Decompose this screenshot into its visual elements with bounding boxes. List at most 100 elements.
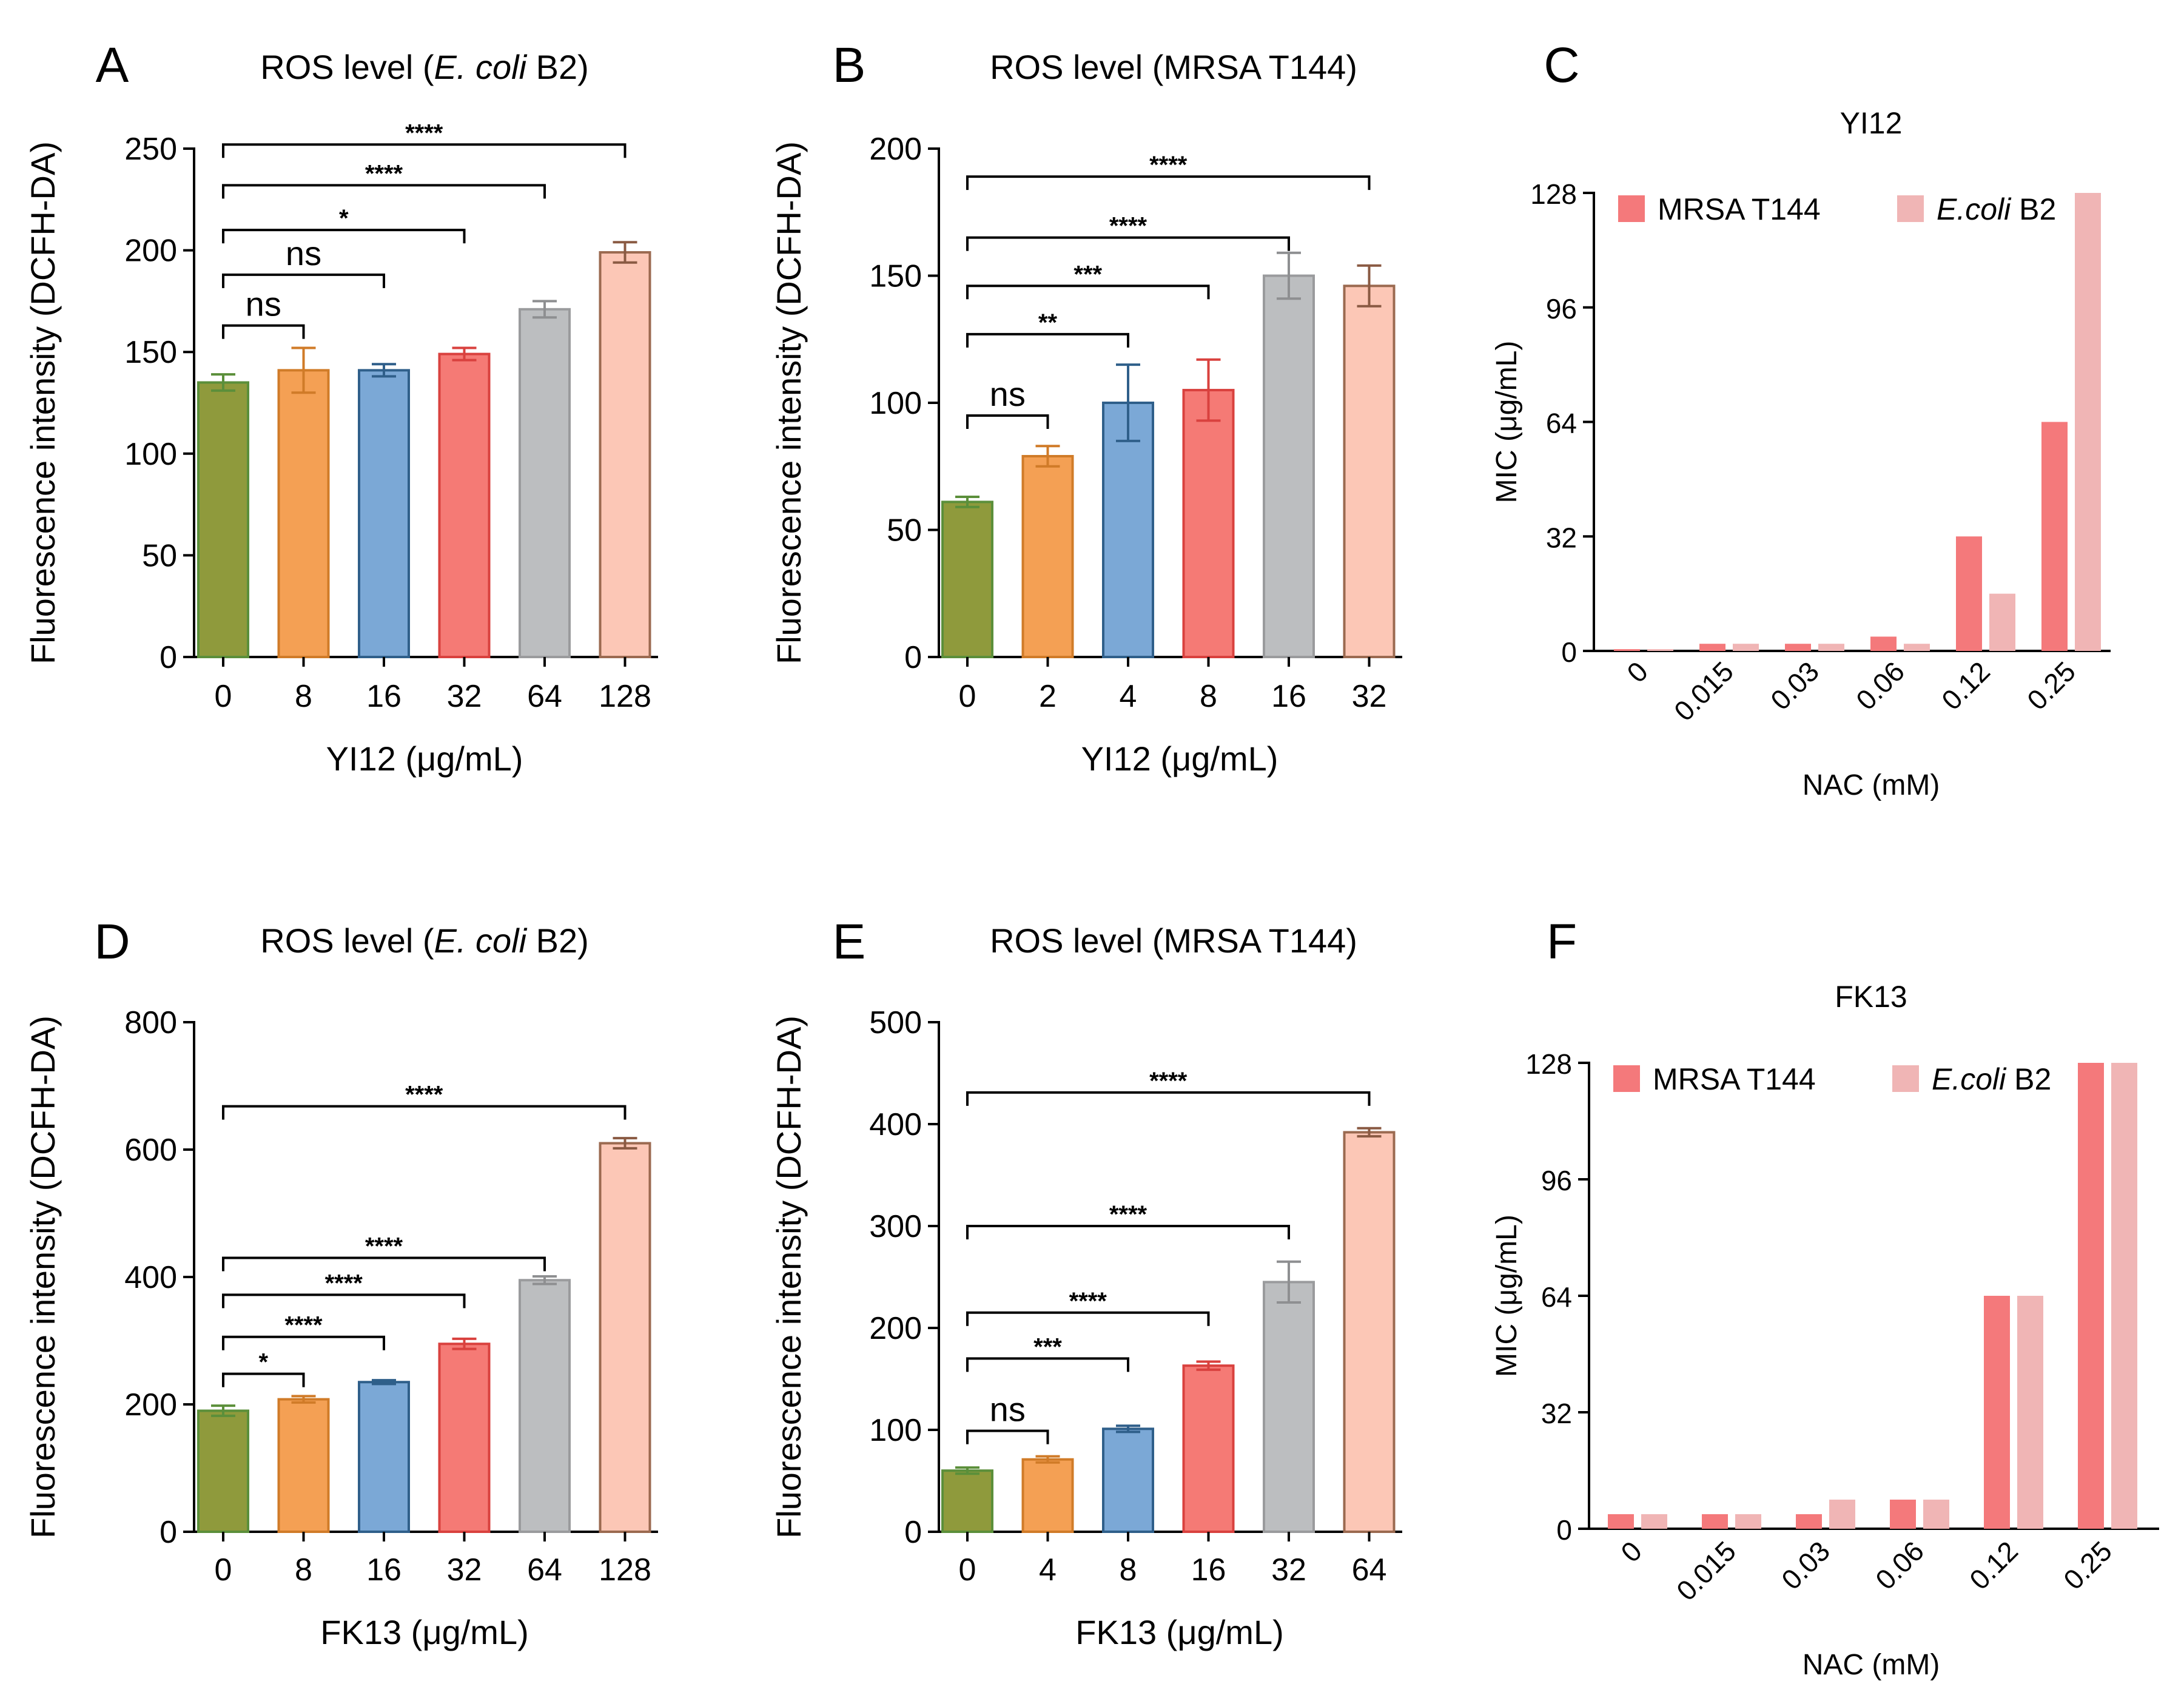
- legend-swatch: [1613, 1065, 1640, 1092]
- legend-swatch: [1897, 195, 1924, 222]
- legend-series-name: E.coli: [1932, 1062, 2007, 1096]
- panel-letter: F: [1547, 914, 1577, 969]
- bar: [1021, 454, 1074, 658]
- y-axis-label: MIC (μg/mL): [1491, 341, 1523, 504]
- significance-label: ****: [405, 1082, 443, 1108]
- x-tick-label: 0: [215, 679, 232, 714]
- title-part: B2): [526, 48, 589, 86]
- x-tick-label: 8: [1120, 1552, 1137, 1588]
- y-tick-label: 400: [124, 1260, 177, 1295]
- bar-ecoli: [2017, 1296, 2043, 1529]
- bar-mrsa: [1984, 1296, 2010, 1529]
- panel-letter: E: [833, 914, 866, 969]
- bar: [1021, 1458, 1074, 1533]
- significance-bracket: [222, 229, 466, 244]
- x-tick-label: 0: [959, 679, 976, 714]
- bar-ecoli: [1647, 649, 1673, 651]
- y-tick-label: 250: [124, 132, 177, 167]
- significance-label: ****: [1109, 213, 1147, 240]
- bar-mrsa: [2078, 1063, 2104, 1529]
- significance-bracket: [222, 273, 385, 288]
- x-tick-label: 0: [215, 1552, 232, 1588]
- legend-label: E.coli B2: [1937, 192, 2056, 226]
- x-tick-label: 0.06: [1850, 655, 1910, 716]
- bar-ecoli: [1829, 1500, 1855, 1529]
- legend-series-name: MRSA T144: [1653, 1062, 1816, 1096]
- significance-bracket: [966, 332, 1129, 348]
- x-tick-label: 0.03: [1775, 1535, 1836, 1595]
- significance-label: ****: [284, 1312, 323, 1339]
- bar-mrsa: [1956, 536, 1982, 651]
- x-tick-label: 32: [1352, 679, 1387, 714]
- y-tick-label: 128: [1530, 178, 1577, 210]
- bar: [438, 352, 491, 658]
- y-tick-label: 150: [124, 335, 177, 370]
- panel-e: E ROS level (MRSA T144) 0 100 200 300 400 500 Fl…: [770, 914, 1402, 1651]
- panel-title: ROS level (MRSA T144): [990, 48, 1357, 86]
- significance-bracket: [222, 1105, 627, 1120]
- bar: [1182, 1364, 1235, 1533]
- y-tick-label: 100: [124, 437, 177, 472]
- panel-letter: C: [1544, 38, 1579, 93]
- y-tick-label: 200: [124, 234, 177, 269]
- x-tick-label: 32: [1271, 1552, 1306, 1588]
- panel-title: ROS level (MRSA T144): [990, 921, 1357, 960]
- significance-label: ***: [1033, 1333, 1062, 1360]
- bar: [197, 381, 249, 658]
- significance-bracket: [966, 175, 1371, 190]
- x-axis-label: NAC (mM): [1803, 1649, 1940, 1681]
- bar: [197, 1409, 249, 1533]
- x-tick-label: 128: [599, 1552, 651, 1588]
- x-tick-label: 32: [447, 1552, 482, 1588]
- y-tick-label: 0: [1561, 636, 1577, 668]
- bar: [1343, 1131, 1396, 1533]
- significance-bracket: [222, 1372, 305, 1387]
- y-tick-label: 200: [124, 1387, 177, 1423]
- y-tick-label: 128: [1525, 1048, 1572, 1080]
- y-axis-label: Fluorescence intensity (DCFH-DA): [770, 1016, 808, 1538]
- bar: [358, 1381, 410, 1533]
- legend-swatch: [1892, 1065, 1919, 1092]
- x-tick-label: 8: [295, 1552, 312, 1588]
- bar-ecoli: [1641, 1514, 1667, 1529]
- bar: [1182, 389, 1235, 658]
- significance-label: ****: [365, 1233, 403, 1260]
- significance-bracket: [222, 184, 546, 199]
- bar-ecoli: [1989, 593, 2015, 651]
- bar-mrsa: [1796, 1514, 1822, 1529]
- bar-mrsa: [1614, 649, 1640, 651]
- bar-mrsa: [1870, 636, 1897, 651]
- x-tick-label: 0.25: [2057, 1535, 2118, 1595]
- panel-a: A ROS level (E. coli B2) 0 50 100 150 200 250 Fl…: [24, 38, 658, 778]
- x-tick-label: 0.06: [1869, 1535, 1930, 1595]
- x-tick-label: 16: [366, 1552, 402, 1588]
- y-tick-label: 0: [1556, 1514, 1572, 1546]
- significance-label: *: [258, 1349, 268, 1376]
- x-tick-label: 0.03: [1764, 655, 1825, 716]
- x-tick-label: 0.015: [1670, 1535, 1742, 1606]
- significance-bracket: [222, 1293, 466, 1309]
- significance-label: ****: [1069, 1288, 1107, 1315]
- bar-mrsa: [1702, 1514, 1728, 1529]
- significance-bracket: [966, 1311, 1210, 1326]
- x-tick-label: 64: [1352, 1552, 1387, 1588]
- x-tick-label: 32: [447, 679, 482, 714]
- significance-label: ns: [286, 234, 321, 272]
- y-axis-label: Fluorescence intensity (DCFH-DA): [24, 1016, 62, 1538]
- y-tick-label: 0: [904, 640, 922, 675]
- y-tick-label: 600: [124, 1133, 177, 1168]
- y-tick-label: 32: [1546, 522, 1577, 553]
- significance-bracket: [966, 1091, 1371, 1106]
- bar-ecoli: [1735, 1514, 1761, 1529]
- bar-mrsa: [1890, 1500, 1916, 1529]
- x-axis-label: NAC (mM): [1803, 769, 1940, 801]
- legend-series-suffix: B2: [2011, 192, 2056, 226]
- significance-label: ****: [1149, 152, 1188, 178]
- x-tick-label: 128: [599, 679, 651, 714]
- bar-ecoli: [1923, 1500, 1949, 1529]
- y-tick-label: 32: [1541, 1398, 1572, 1429]
- bar: [519, 308, 571, 659]
- panel-title: FK13: [1835, 980, 1907, 1014]
- panel-b: B ROS level (MRSA T144) 0 50 100 150 200 Fluore…: [770, 38, 1402, 778]
- x-tick-label: 2: [1039, 679, 1057, 714]
